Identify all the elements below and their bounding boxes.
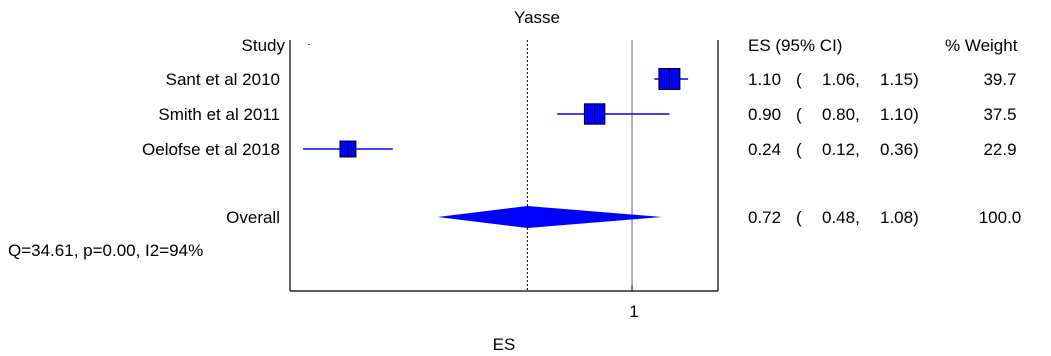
ci-lower: 0.12,	[822, 140, 860, 159]
study-label: Sant et al 2010	[166, 70, 280, 89]
study-rows: Sant et al 2010 1.10 (1.06, 1.15) 39.7 Smith …	[142, 68, 1017, 159]
study-label: Oelofse et al 2018	[142, 140, 280, 159]
ci-open-paren: (	[796, 105, 802, 124]
study-header: Study	[242, 36, 286, 55]
es-value: 1.10	[748, 70, 781, 89]
ci-open-paren: (	[796, 208, 802, 227]
left-axis	[289, 40, 310, 291]
ci-open-paren: (	[796, 70, 802, 89]
es-value: 0.90	[748, 105, 781, 124]
ci-lower: 0.48,	[822, 208, 860, 227]
weight-header: % Weight	[945, 36, 1018, 55]
ci-upper: 1.08)	[880, 208, 919, 227]
study-label: Smith et al 2011	[158, 105, 280, 124]
x-tick-label: 1	[629, 302, 638, 321]
overall-row: Overall 0.72 (0.48, 1.08) 100.0	[226, 206, 1021, 228]
weight-value: 37.5	[983, 105, 1016, 124]
overall-diamond	[437, 206, 662, 228]
ci-upper: 1.10)	[880, 105, 919, 124]
chart-title: Yasse	[514, 8, 560, 27]
ci-lower: 1.06,	[822, 70, 860, 89]
ci-upper: 1.15)	[880, 70, 919, 89]
ci-open-paren: (	[796, 140, 802, 159]
overall-label: Overall	[226, 208, 280, 227]
ci-upper: 0.36)	[880, 140, 919, 159]
ci-lower: 0.80,	[822, 105, 860, 124]
x-axis-label: ES	[493, 335, 516, 354]
weight-value: 39.7	[983, 70, 1016, 89]
study-row: Smith et al 2011 0.90 (0.80, 1.10) 37.5	[158, 103, 1017, 125]
study-row: Oelofse et al 2018 0.24 (0.12, 0.36) 22.9	[142, 140, 1017, 159]
weight-value: 100.0	[979, 208, 1022, 227]
es-value: 0.24	[748, 140, 781, 159]
heterogeneity-stats: Q=34.61, p=0.00, I2=94%	[8, 241, 203, 260]
es-value: 0.72	[748, 208, 781, 227]
weight-value: 22.9	[983, 140, 1016, 159]
es-ci-header: ES (95% CI)	[748, 36, 842, 55]
study-row: Sant et al 2010 1.10 (1.06, 1.15) 39.7	[166, 68, 1017, 90]
